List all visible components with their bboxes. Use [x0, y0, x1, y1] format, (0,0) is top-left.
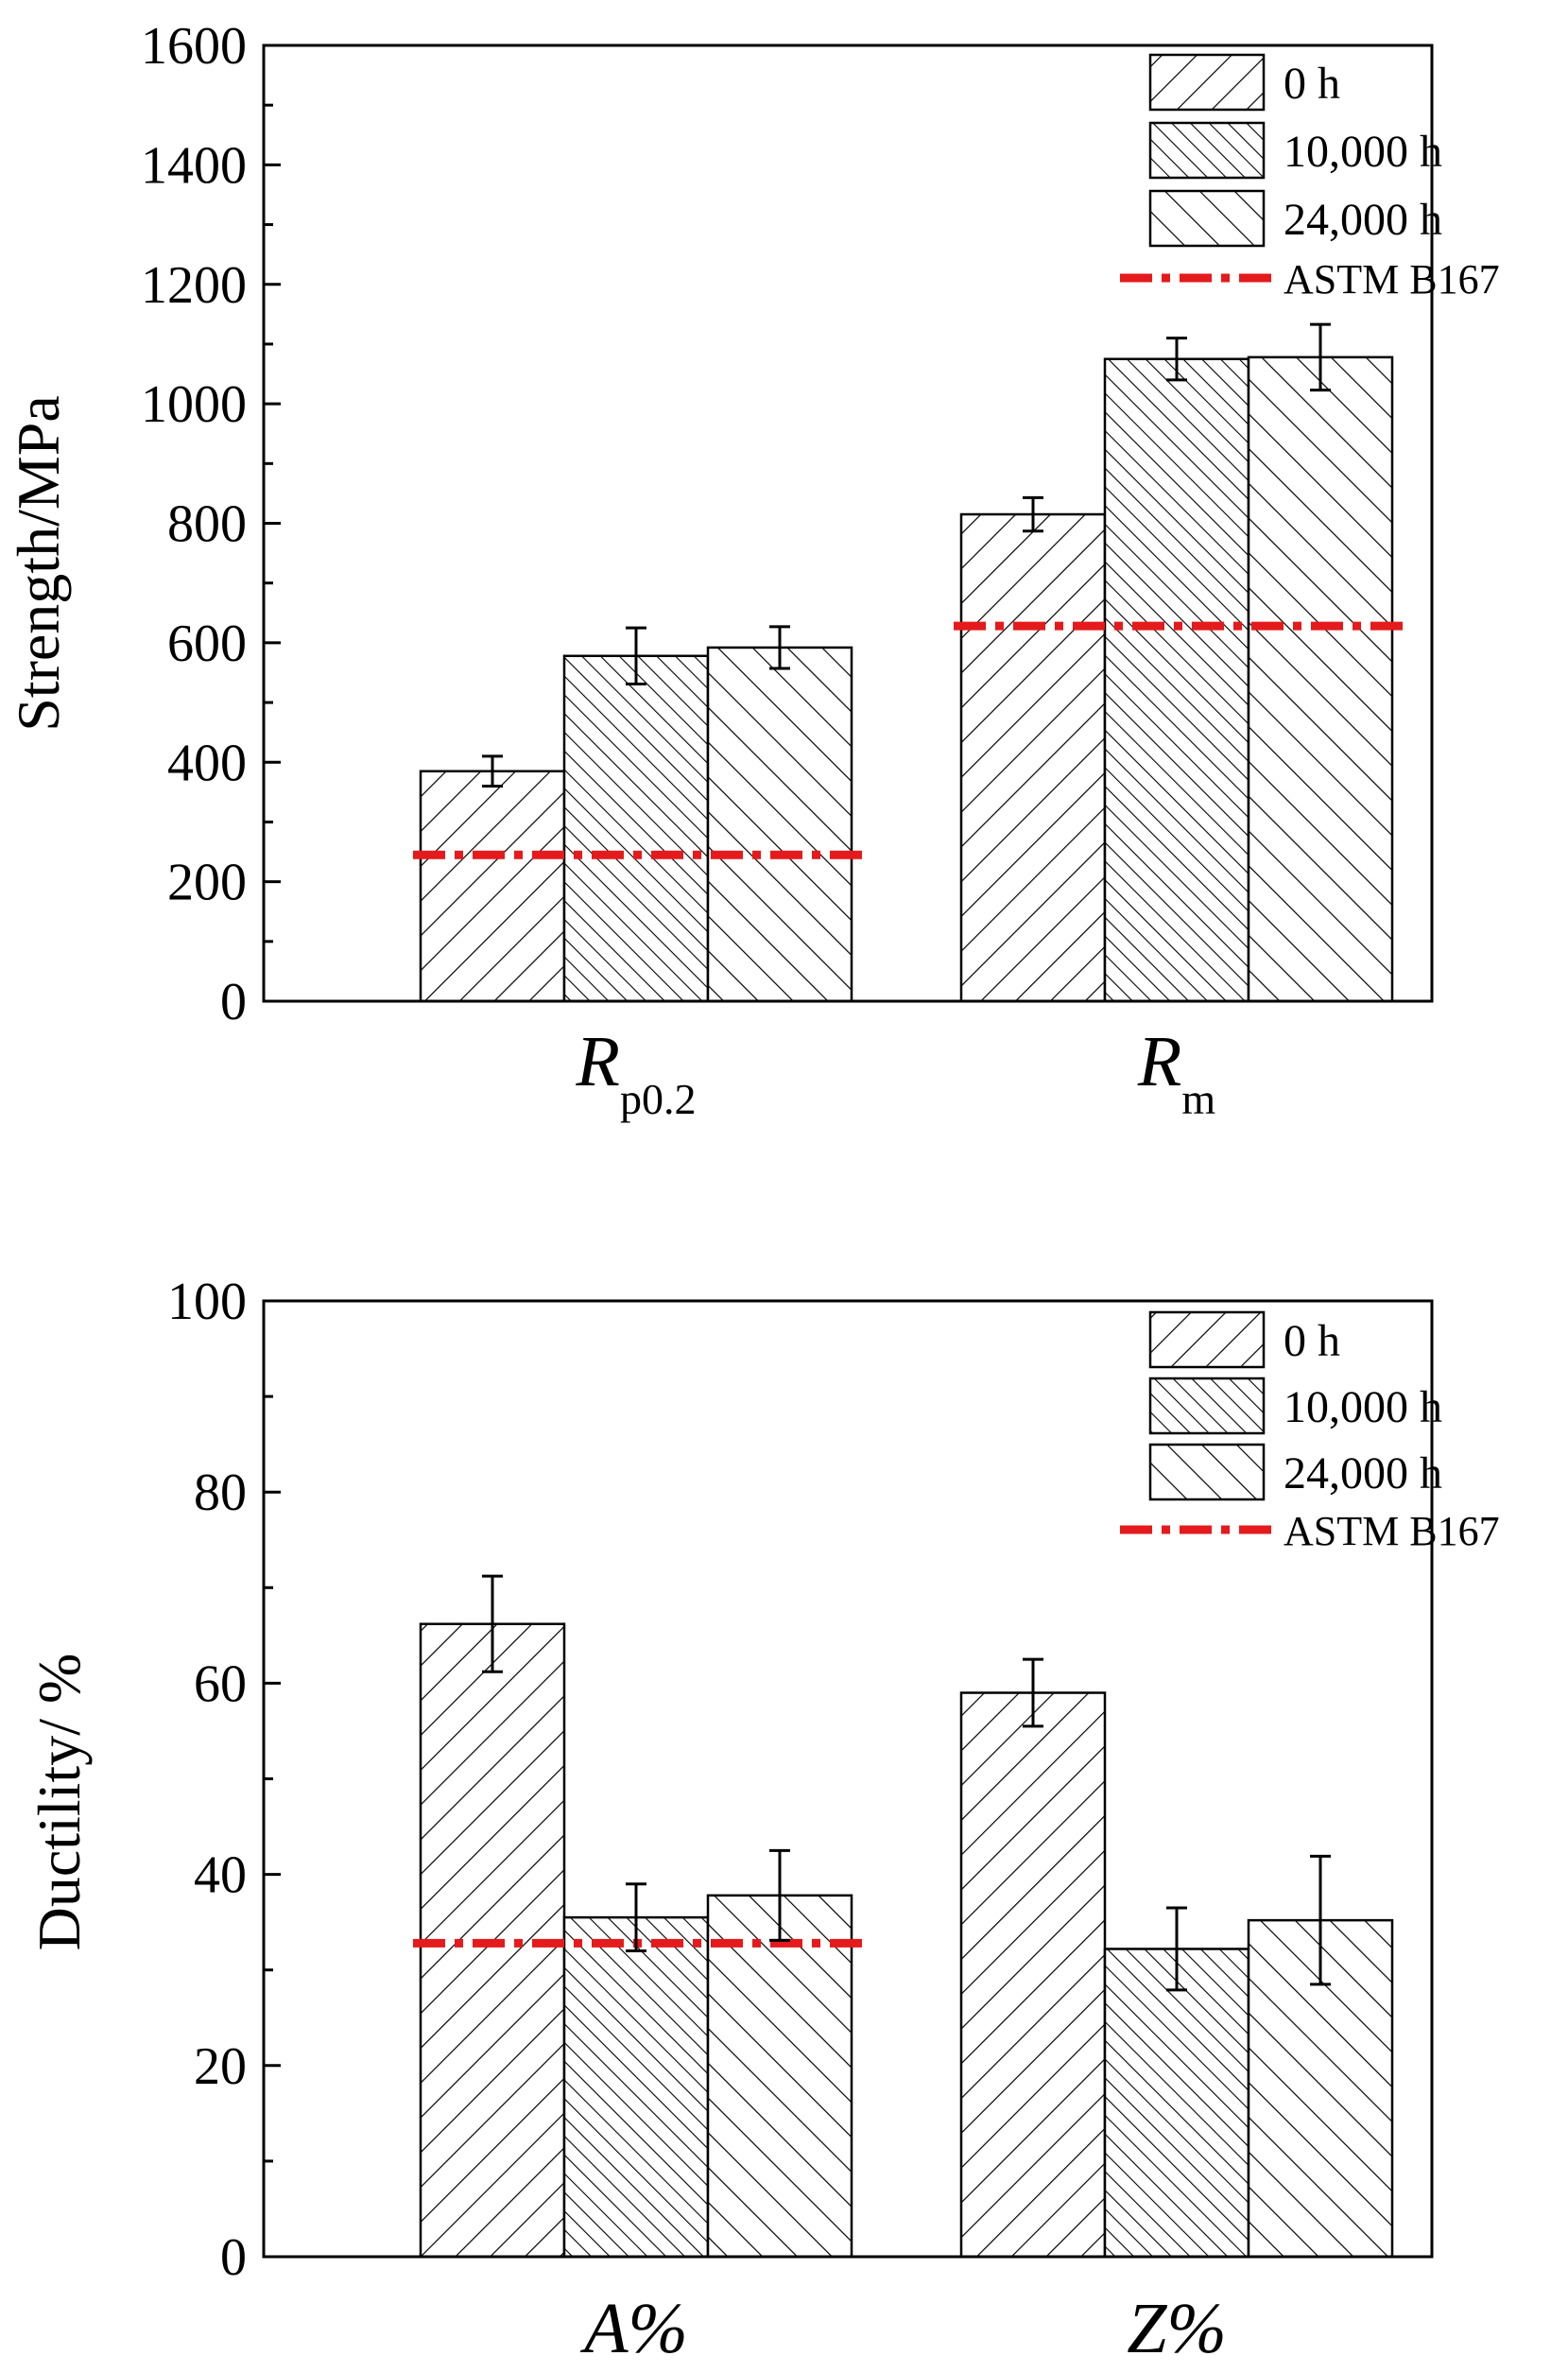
category-label: Rm	[1137, 1022, 1215, 1123]
y-tick-label: 400	[167, 734, 247, 792]
category-subscript: m	[1181, 1075, 1215, 1123]
bar	[562, 654, 710, 1003]
legend-label: 10,000 h	[1284, 1382, 1442, 1432]
tick-labels: 0 20 40 60 80 100	[167, 1273, 281, 2287]
legend-label: ASTM B167	[1284, 1508, 1500, 1554]
plot-frame	[262, 1299, 1434, 2259]
bar	[562, 1915, 710, 2259]
y-tick-label: 100	[167, 1273, 247, 1331]
legend-label: 24,000 h	[1284, 195, 1442, 245]
bars	[419, 355, 1394, 1003]
strength-chart: Strength/MPa 0 200 400 600 800 1000 1200 1400 16…	[5, 17, 1500, 1123]
category-label: A%	[579, 2289, 688, 2368]
category-main: A%	[579, 2289, 688, 2368]
bar	[1247, 355, 1394, 1003]
legend-label: 0 h	[1284, 1316, 1340, 1366]
bar	[706, 1894, 853, 2259]
y-tick-label: 1000	[141, 375, 247, 434]
category-labels: Rp0.2 Rm	[576, 1022, 1216, 1123]
bar	[419, 770, 566, 1003]
legend: 0 h 10,000 h 24,000 h ASTM B167	[1120, 1310, 1500, 1554]
category-main: R	[576, 1022, 620, 1101]
legend-swatch	[1148, 53, 1266, 112]
y-tick-label: 1600	[141, 17, 247, 76]
y-tick-label: 1400	[141, 136, 247, 195]
category-main: Z%	[1127, 2289, 1227, 2368]
y-tick-label: 60	[194, 1654, 247, 1713]
category-labels: A% Z%	[579, 2289, 1227, 2368]
legend-label: 0 h	[1284, 59, 1340, 109]
y-tick-label: 80	[194, 1464, 247, 1522]
y-axis-title: Strength/MPa	[5, 395, 72, 732]
category-subscript: p0.2	[620, 1075, 697, 1123]
legend-label: ASTM B167	[1284, 256, 1500, 303]
category-label: Z%	[1127, 2289, 1227, 2368]
bar	[959, 512, 1107, 1003]
y-tick-label: 20	[194, 2037, 247, 2096]
legend-swatch	[1148, 1443, 1266, 1501]
legend-swatch	[1148, 121, 1266, 180]
y-tick-label: 0	[220, 2228, 247, 2287]
legend-swatch	[1148, 189, 1266, 248]
legend-swatch	[1148, 1310, 1266, 1369]
y-tick-label: 600	[167, 615, 247, 673]
ductility-chart: Ductility/ % 0 20 40 60 80 100 A% Z% 0 h 10,000…	[26, 1273, 1500, 2368]
bar	[959, 1691, 1107, 2259]
y-tick-label: 800	[167, 495, 247, 554]
bar	[1103, 1948, 1250, 2259]
bar	[706, 646, 853, 1003]
legend-swatch	[1148, 1377, 1266, 1435]
y-tick-label: 1200	[141, 256, 247, 315]
y-tick-label: 0	[220, 973, 247, 1031]
bar	[1103, 357, 1250, 1003]
category-label: Rp0.2	[576, 1022, 697, 1123]
error-bars	[482, 1574, 1331, 1992]
error-bars	[482, 322, 1331, 788]
plot-frame	[262, 43, 1434, 1003]
legend-label: 10,000 h	[1284, 127, 1442, 177]
tick-labels: 0 200 400 600 800 1000 1200 1400 1600	[141, 17, 281, 1031]
y-tick-label: 200	[167, 854, 247, 912]
y-tick-label: 40	[194, 1846, 247, 1905]
legend-label: 24,000 h	[1284, 1448, 1442, 1498]
category-main: R	[1137, 1022, 1181, 1101]
bars	[419, 1622, 1394, 2259]
reference-lines	[413, 621, 1404, 859]
y-axis-title: Ductility/ %	[26, 1654, 93, 1951]
legend: 0 h 10,000 h 24,000 h ASTM B167	[1120, 53, 1500, 303]
